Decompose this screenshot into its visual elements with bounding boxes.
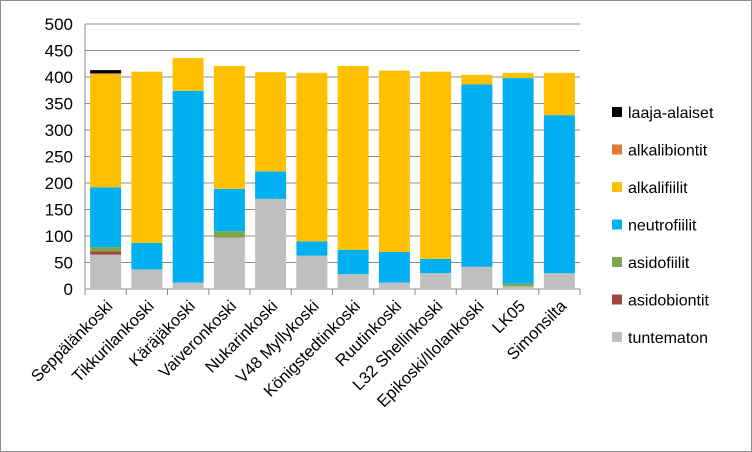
bar-segment-alkalifiilit — [90, 74, 122, 188]
bar-segment-neutrofiilit — [172, 90, 204, 283]
x-tick-labels: SeppälänkoskiTikkurilankoskiKäräjäkoskiV… — [28, 297, 571, 411]
bar-segment-neutrofiilit — [502, 78, 534, 284]
bar-segment-asidofiilit — [213, 231, 245, 238]
bar-segment-alkalifiilit — [296, 72, 328, 242]
bar-segment-tuntematon — [131, 269, 163, 289]
bar-segment-alkalifiilit — [172, 57, 204, 91]
bar-segment-neutrofiilit — [255, 171, 287, 199]
bar-segment-alkalifiilit — [461, 74, 493, 85]
bar-segment-alkalifiilit — [543, 72, 575, 116]
bar-segment-asidofiilit — [502, 283, 534, 287]
y-tick-label: 400 — [45, 68, 73, 87]
bar-segment-tuntematon — [420, 273, 452, 289]
bar-segment-laaja-alaiset — [90, 70, 122, 74]
bars — [90, 57, 575, 289]
bar-segment-alkalifiilit — [378, 70, 410, 252]
bar-segment-alkalifiilit — [213, 65, 245, 189]
bar-segment-tuntematon — [461, 266, 493, 289]
legend-label: alkalifiilit — [628, 180, 688, 197]
y-tick-label: 50 — [54, 254, 73, 273]
legend-swatch — [612, 144, 622, 155]
bar-segment-asidobiontit — [90, 251, 122, 255]
y-tick-label: 0 — [64, 280, 73, 299]
axes — [84, 24, 581, 295]
bar-segment-neutrofiilit — [337, 249, 369, 275]
y-tick-label: 450 — [45, 42, 73, 61]
y-tick-label: 250 — [45, 148, 73, 167]
y-tick-label: 100 — [45, 227, 73, 246]
legend-label: asidofiilit — [628, 255, 690, 272]
bar-segment-tuntematon — [337, 274, 369, 289]
bar-segment-neutrofiilit — [543, 115, 575, 274]
bar-segment-alkalifiilit — [255, 72, 287, 172]
bar-segment-neutrofiilit — [131, 242, 163, 270]
bar-segment-alkalifiilit — [502, 72, 534, 79]
bar-segment-tuntematon — [255, 198, 287, 289]
legend: laaja-alaiset alkalibiontit alkalifiilit ne… — [612, 105, 714, 347]
y-tick-label: 350 — [45, 95, 73, 114]
legend-swatch — [612, 107, 622, 117]
bar-segment-neutrofiilit — [90, 187, 122, 248]
legend-label: asidobiontit — [628, 293, 710, 310]
bar-segment-asidofiilit — [90, 247, 122, 252]
legend-swatch — [612, 219, 622, 230]
bar-segment-tuntematon — [172, 282, 204, 289]
legend-swatch — [612, 257, 622, 267]
y-tick-label: 300 — [45, 121, 73, 140]
bar-segment-alkalibiontit — [90, 73, 122, 75]
y-tick-labels: 0 50 100 150 200 250 300 350 400 450 500 — [45, 15, 73, 299]
bar-segment-tuntematon — [543, 273, 575, 289]
bar-segment-tuntematon — [378, 282, 410, 289]
bar-segment-tuntematon — [296, 255, 328, 289]
bar-segment-alkalifiilit — [420, 71, 452, 259]
bar-segment-neutrofiilit — [378, 251, 410, 283]
y-tick-label: 200 — [45, 174, 73, 193]
legend-label: alkalibiontit — [628, 143, 708, 160]
bar-segment-tuntematon — [502, 286, 534, 289]
legend-swatch — [612, 294, 622, 305]
bar-segment-tuntematon — [90, 254, 122, 289]
y-tick-label: 150 — [45, 201, 73, 220]
bar-segment-neutrofiilit — [461, 84, 493, 267]
legend-label: tuntematon — [628, 330, 708, 347]
bar-segment-neutrofiilit — [420, 258, 452, 274]
bar-segment-neutrofiilit — [296, 241, 328, 256]
bar-segment-neutrofiilit — [213, 188, 245, 232]
legend-label: neutrofiilit — [628, 218, 697, 235]
bar-segment-tuntematon — [213, 237, 245, 289]
gridlines — [85, 23, 580, 263]
legend-swatch — [612, 182, 622, 192]
legend-label: laaja-alaiset — [628, 105, 714, 122]
legend-swatch — [612, 332, 622, 342]
bar-segment-alkalifiilit — [337, 65, 369, 250]
bar-segment-alkalifiilit — [131, 71, 163, 243]
y-tick-label: 500 — [45, 15, 73, 34]
